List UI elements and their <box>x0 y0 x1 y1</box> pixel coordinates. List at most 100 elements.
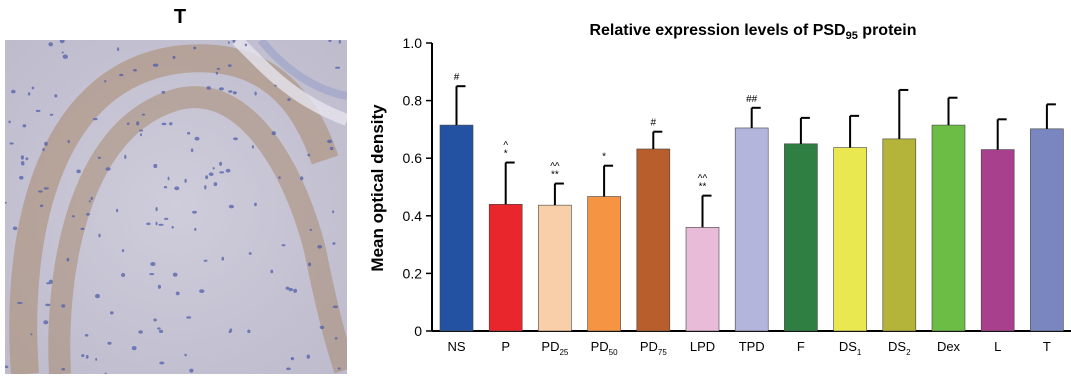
y-tick-label: 0 <box>414 323 422 339</box>
nucleus-dot <box>172 55 176 59</box>
nucleus-dot <box>215 71 219 75</box>
nucleus-dot <box>171 226 174 229</box>
nucleus-dot <box>59 40 65 44</box>
nucleus-dot <box>161 122 167 126</box>
nucleus-dot <box>37 190 43 193</box>
nucleus-dot <box>138 330 143 334</box>
nucleus-dot <box>17 301 23 305</box>
nucleus-dot <box>190 148 194 153</box>
nucleus-dot <box>306 354 310 359</box>
nucleus-dot <box>155 207 158 212</box>
nucleus-dot <box>25 157 29 161</box>
nucleus-dot <box>248 252 252 255</box>
nucleus-dot <box>141 113 146 116</box>
significance-mark: # <box>651 118 657 129</box>
nucleus-dot <box>48 279 53 284</box>
x-tick-label: PD75 <box>640 339 668 357</box>
nucleus-dot <box>159 361 165 365</box>
nucleus-dot <box>95 358 98 361</box>
bar <box>734 127 769 332</box>
y-tick-label: 0.6 <box>403 150 423 166</box>
bars: #*^**^^*#**^^## <box>439 72 1064 332</box>
nucleus-dot <box>219 161 223 166</box>
x-tick-label: DS1 <box>839 339 862 357</box>
nucleus-dot <box>104 372 107 374</box>
nucleus-dot <box>219 171 225 174</box>
nucleus-dot <box>155 221 158 226</box>
nucleus-dot <box>228 330 232 334</box>
bar <box>784 143 818 332</box>
nucleus-dot <box>11 89 16 94</box>
x-tick-label: F <box>797 339 805 354</box>
nucleus-dot <box>184 353 187 357</box>
nucleus-dot <box>290 357 295 361</box>
nucleus-dot <box>43 187 49 190</box>
nucleus-dot <box>161 90 166 94</box>
nucleus-dot <box>5 365 9 369</box>
nucleus-dot <box>121 273 126 277</box>
nucleus-dot <box>327 139 333 144</box>
nucleus-dot <box>334 337 338 340</box>
nucleus-dot <box>104 80 107 83</box>
nucleus-dot <box>175 291 180 296</box>
nucleus-dot <box>45 303 51 307</box>
nucleus-dot <box>335 66 341 69</box>
nucleus-dot <box>20 155 24 160</box>
nucleus-dot <box>194 136 200 141</box>
significance-mark: ^^ <box>698 174 708 185</box>
nucleus-dot <box>186 316 192 319</box>
nucleus-dot <box>332 210 335 214</box>
chart-title: Relative expression levels of PSD95 prot… <box>589 22 916 42</box>
nucleus-dot <box>67 139 70 144</box>
nucleus-dot <box>281 244 286 247</box>
y-axis-label: Mean optical density <box>368 104 387 272</box>
tissue-micrograph-image <box>5 40 347 374</box>
nucleus-dot <box>66 257 70 262</box>
nucleus-dot <box>85 355 89 359</box>
nucleus-dot <box>8 120 11 124</box>
x-tick-label: LPD <box>690 339 715 354</box>
x-tick-label: DS2 <box>888 339 911 357</box>
significance-mark: ** <box>699 182 707 193</box>
nucleus-dot <box>233 137 238 141</box>
nucleus-dot <box>338 40 341 44</box>
nucleus-dot <box>228 204 234 209</box>
nucleus-dot <box>194 227 197 231</box>
nucleus-dot <box>39 204 44 208</box>
nucleus-dot <box>167 176 170 181</box>
bar <box>833 147 867 332</box>
nucleus-dot <box>149 273 155 276</box>
nucleus-dot <box>213 182 218 187</box>
nucleus-dot <box>133 68 137 72</box>
bar <box>882 138 917 332</box>
nucleus-dot <box>42 148 45 152</box>
nucleus-dot <box>150 262 156 266</box>
nucleus-dot <box>254 202 257 207</box>
nucleus-dot <box>286 367 291 371</box>
significance-mark: # <box>454 72 460 83</box>
bar <box>980 149 1015 332</box>
bar <box>1030 128 1064 332</box>
nucleus-dot <box>97 156 101 159</box>
nucleus-dot <box>319 325 325 330</box>
nucleus-dot <box>169 122 173 126</box>
x-tick-label: TPD <box>739 339 765 354</box>
nucleus-dot <box>232 91 237 95</box>
nucleus-dot <box>328 40 332 42</box>
significance-mark: * <box>504 149 508 160</box>
nucleus-dot <box>153 163 158 169</box>
nucleus-dot <box>153 318 157 322</box>
nucleus-dot <box>136 121 140 126</box>
nucleus-dot <box>157 327 161 330</box>
nucleus-dot <box>116 208 119 213</box>
nucleus-dot <box>5 201 7 204</box>
nucleus-dot <box>228 90 233 93</box>
nucleus-dot <box>216 67 221 70</box>
nucleus-dot <box>119 73 124 77</box>
significance-mark: ^ <box>503 141 508 152</box>
nucleus-dot <box>107 341 112 345</box>
nucleus-dot <box>86 213 90 216</box>
nucleus-dot <box>206 86 211 90</box>
nucleus-dot <box>81 354 85 358</box>
nucleus-dot <box>274 84 277 87</box>
